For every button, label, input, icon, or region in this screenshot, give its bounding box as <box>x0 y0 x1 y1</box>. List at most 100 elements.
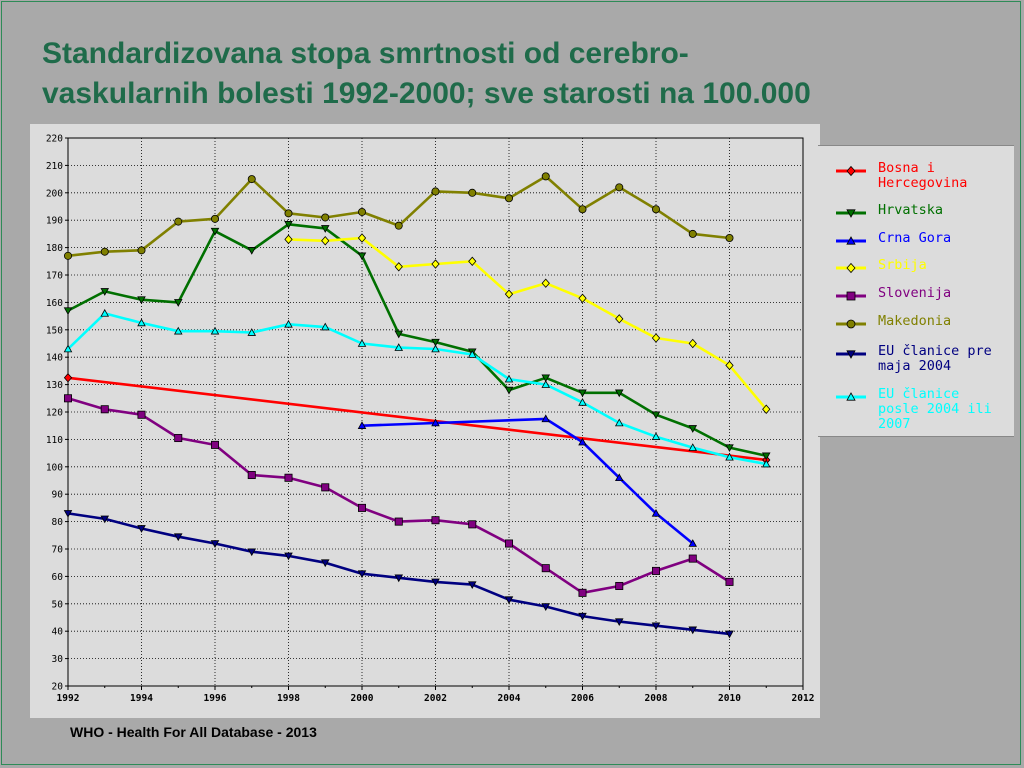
data-point <box>578 293 587 303</box>
slide-title: Standardizovana stopa smrtnosti od cereb… <box>42 34 1002 114</box>
data-point <box>467 581 477 590</box>
data-point <box>688 443 698 451</box>
series-3 <box>284 233 771 414</box>
data-point <box>541 380 551 388</box>
data-point <box>100 288 110 296</box>
legend-swatch-marker <box>846 262 856 274</box>
x-tick-label: 2006 <box>571 693 594 704</box>
legend-label: Crna Gora <box>878 230 951 246</box>
data-point <box>64 394 73 403</box>
y-tick-label: 200 <box>46 188 63 199</box>
series-line <box>67 223 767 458</box>
series-1 <box>63 221 771 461</box>
data-point <box>357 252 367 261</box>
data-point <box>394 574 404 583</box>
x-tick-label: 2010 <box>718 693 741 704</box>
data-point <box>431 187 440 196</box>
data-point <box>100 405 109 414</box>
data-point <box>762 404 771 414</box>
data-point <box>504 194 513 203</box>
data-point <box>210 540 220 548</box>
data-point <box>100 308 110 317</box>
legend-swatch-marker <box>846 350 856 359</box>
legend-label: Slovenija <box>878 285 951 301</box>
y-tick-label: 40 <box>52 627 64 638</box>
legend-label: EU članice posle 2004 ili 2007 <box>878 386 992 432</box>
data-point <box>468 188 477 197</box>
data-point <box>652 205 661 214</box>
data-point <box>504 289 514 299</box>
data-point <box>320 559 330 568</box>
data-point <box>284 221 293 229</box>
data-point <box>725 444 734 453</box>
data-point <box>173 299 183 307</box>
data-point <box>394 517 403 526</box>
y-tick-label: 220 <box>46 134 63 145</box>
data-point <box>614 618 624 627</box>
data-point <box>394 262 403 272</box>
data-point <box>541 414 551 423</box>
legend-swatch-marker <box>846 392 856 401</box>
data-point <box>321 483 330 492</box>
data-point <box>284 319 293 328</box>
data-point <box>541 278 550 288</box>
data-point <box>63 510 73 518</box>
data-point <box>468 256 477 267</box>
data-point <box>394 343 404 351</box>
legend-swatch-marker <box>846 291 856 301</box>
legend-swatch-marker <box>846 319 856 329</box>
data-point <box>64 251 73 260</box>
data-point <box>210 440 219 449</box>
x-tick-label: 2004 <box>498 693 521 704</box>
data-point <box>504 386 514 395</box>
y-tick-label: 60 <box>52 572 64 583</box>
y-tick-label: 150 <box>46 325 63 336</box>
data-point <box>614 473 624 482</box>
data-point <box>431 578 440 587</box>
data-point <box>357 421 367 429</box>
y-tick-label: 170 <box>46 271 63 282</box>
y-tick-label: 210 <box>46 161 63 172</box>
data-point <box>431 516 440 525</box>
data-point <box>615 314 624 324</box>
data-point <box>578 397 587 406</box>
data-point <box>541 172 550 181</box>
data-point <box>688 626 698 635</box>
x-tick-label: 2008 <box>645 693 668 704</box>
data-point <box>504 539 513 548</box>
data-point <box>137 246 146 255</box>
data-point <box>137 525 146 533</box>
y-tick-label: 20 <box>52 682 64 693</box>
data-point <box>761 452 771 461</box>
legend-label: Hrvatska <box>878 202 943 218</box>
series-5 <box>64 172 734 260</box>
data-point <box>725 577 734 586</box>
data-point <box>431 418 440 427</box>
series-2 <box>357 414 698 547</box>
y-tick-label: 110 <box>46 435 63 446</box>
x-tick-label: 1998 <box>277 693 300 704</box>
title-line-2: vaskularnih bolesti 1992-2000; sve staro… <box>42 77 811 110</box>
data-point <box>651 333 661 343</box>
legend-swatch-marker <box>846 209 856 218</box>
data-point <box>394 221 403 230</box>
legend-swatch-marker <box>846 236 856 245</box>
data-point <box>320 225 330 233</box>
y-tick-label: 190 <box>46 216 63 227</box>
data-point <box>688 554 697 563</box>
x-tick-label: 2002 <box>424 693 447 704</box>
data-point <box>467 350 477 358</box>
data-point <box>541 374 551 383</box>
data-point <box>761 459 771 468</box>
data-point <box>247 247 257 255</box>
data-point <box>504 596 514 605</box>
y-tick-label: 180 <box>46 243 63 254</box>
data-point <box>357 339 367 347</box>
legend-label: Srbija <box>878 257 927 273</box>
data-point <box>137 318 146 327</box>
data-point <box>284 234 293 245</box>
data-point <box>100 247 109 256</box>
data-point <box>247 328 257 336</box>
data-point <box>725 452 734 461</box>
data-point <box>284 473 293 482</box>
